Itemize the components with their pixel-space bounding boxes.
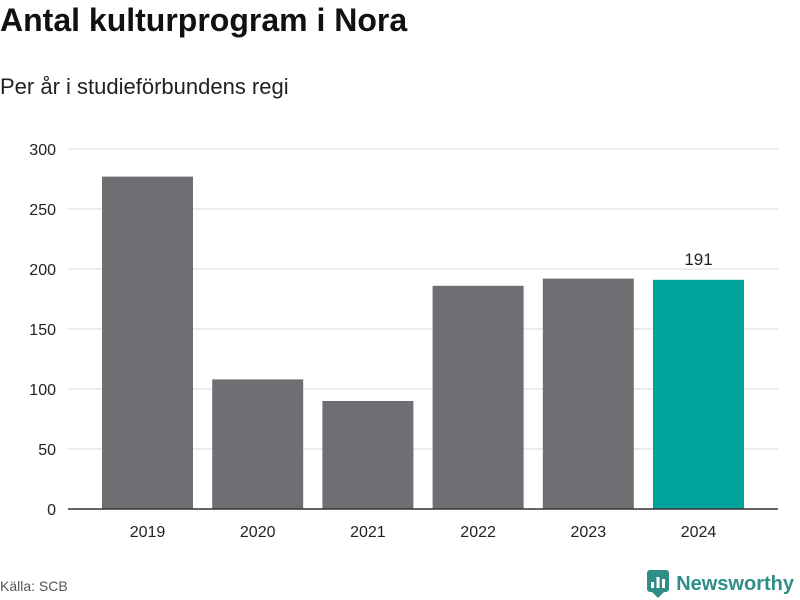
- bar: [102, 176, 193, 509]
- chart-title: Antal kulturprogram i Nora: [0, 2, 408, 38]
- x-tick-label: 2022: [460, 524, 496, 541]
- x-tick-label: 2020: [240, 524, 276, 541]
- y-tick-label: 100: [29, 382, 56, 399]
- x-tick-label: 2019: [130, 524, 166, 541]
- y-tick-label: 0: [47, 502, 56, 519]
- bar: [322, 401, 414, 509]
- x-tick-label: 2021: [350, 524, 386, 541]
- bar: [542, 278, 634, 509]
- brand-name: Newsworthy: [676, 572, 794, 595]
- bar: [432, 285, 524, 509]
- chart-subtitle: Per år i studieförbundens regi: [0, 74, 289, 99]
- brand-logo: Newsworthy: [646, 569, 794, 599]
- data-label: 191: [684, 250, 712, 269]
- y-tick-label: 300: [29, 142, 56, 159]
- x-tick-label: 2023: [571, 524, 607, 541]
- bar: [653, 279, 744, 509]
- bar: [212, 379, 304, 509]
- source-note: Källa: SCB: [0, 578, 68, 594]
- y-tick-label: 250: [29, 202, 56, 219]
- y-tick-label: 200: [29, 262, 56, 279]
- y-tick-label: 150: [29, 322, 56, 339]
- y-tick-label: 50: [38, 442, 56, 459]
- x-tick-label: 2024: [681, 524, 717, 541]
- newsworthy-chart-icon: [647, 570, 670, 598]
